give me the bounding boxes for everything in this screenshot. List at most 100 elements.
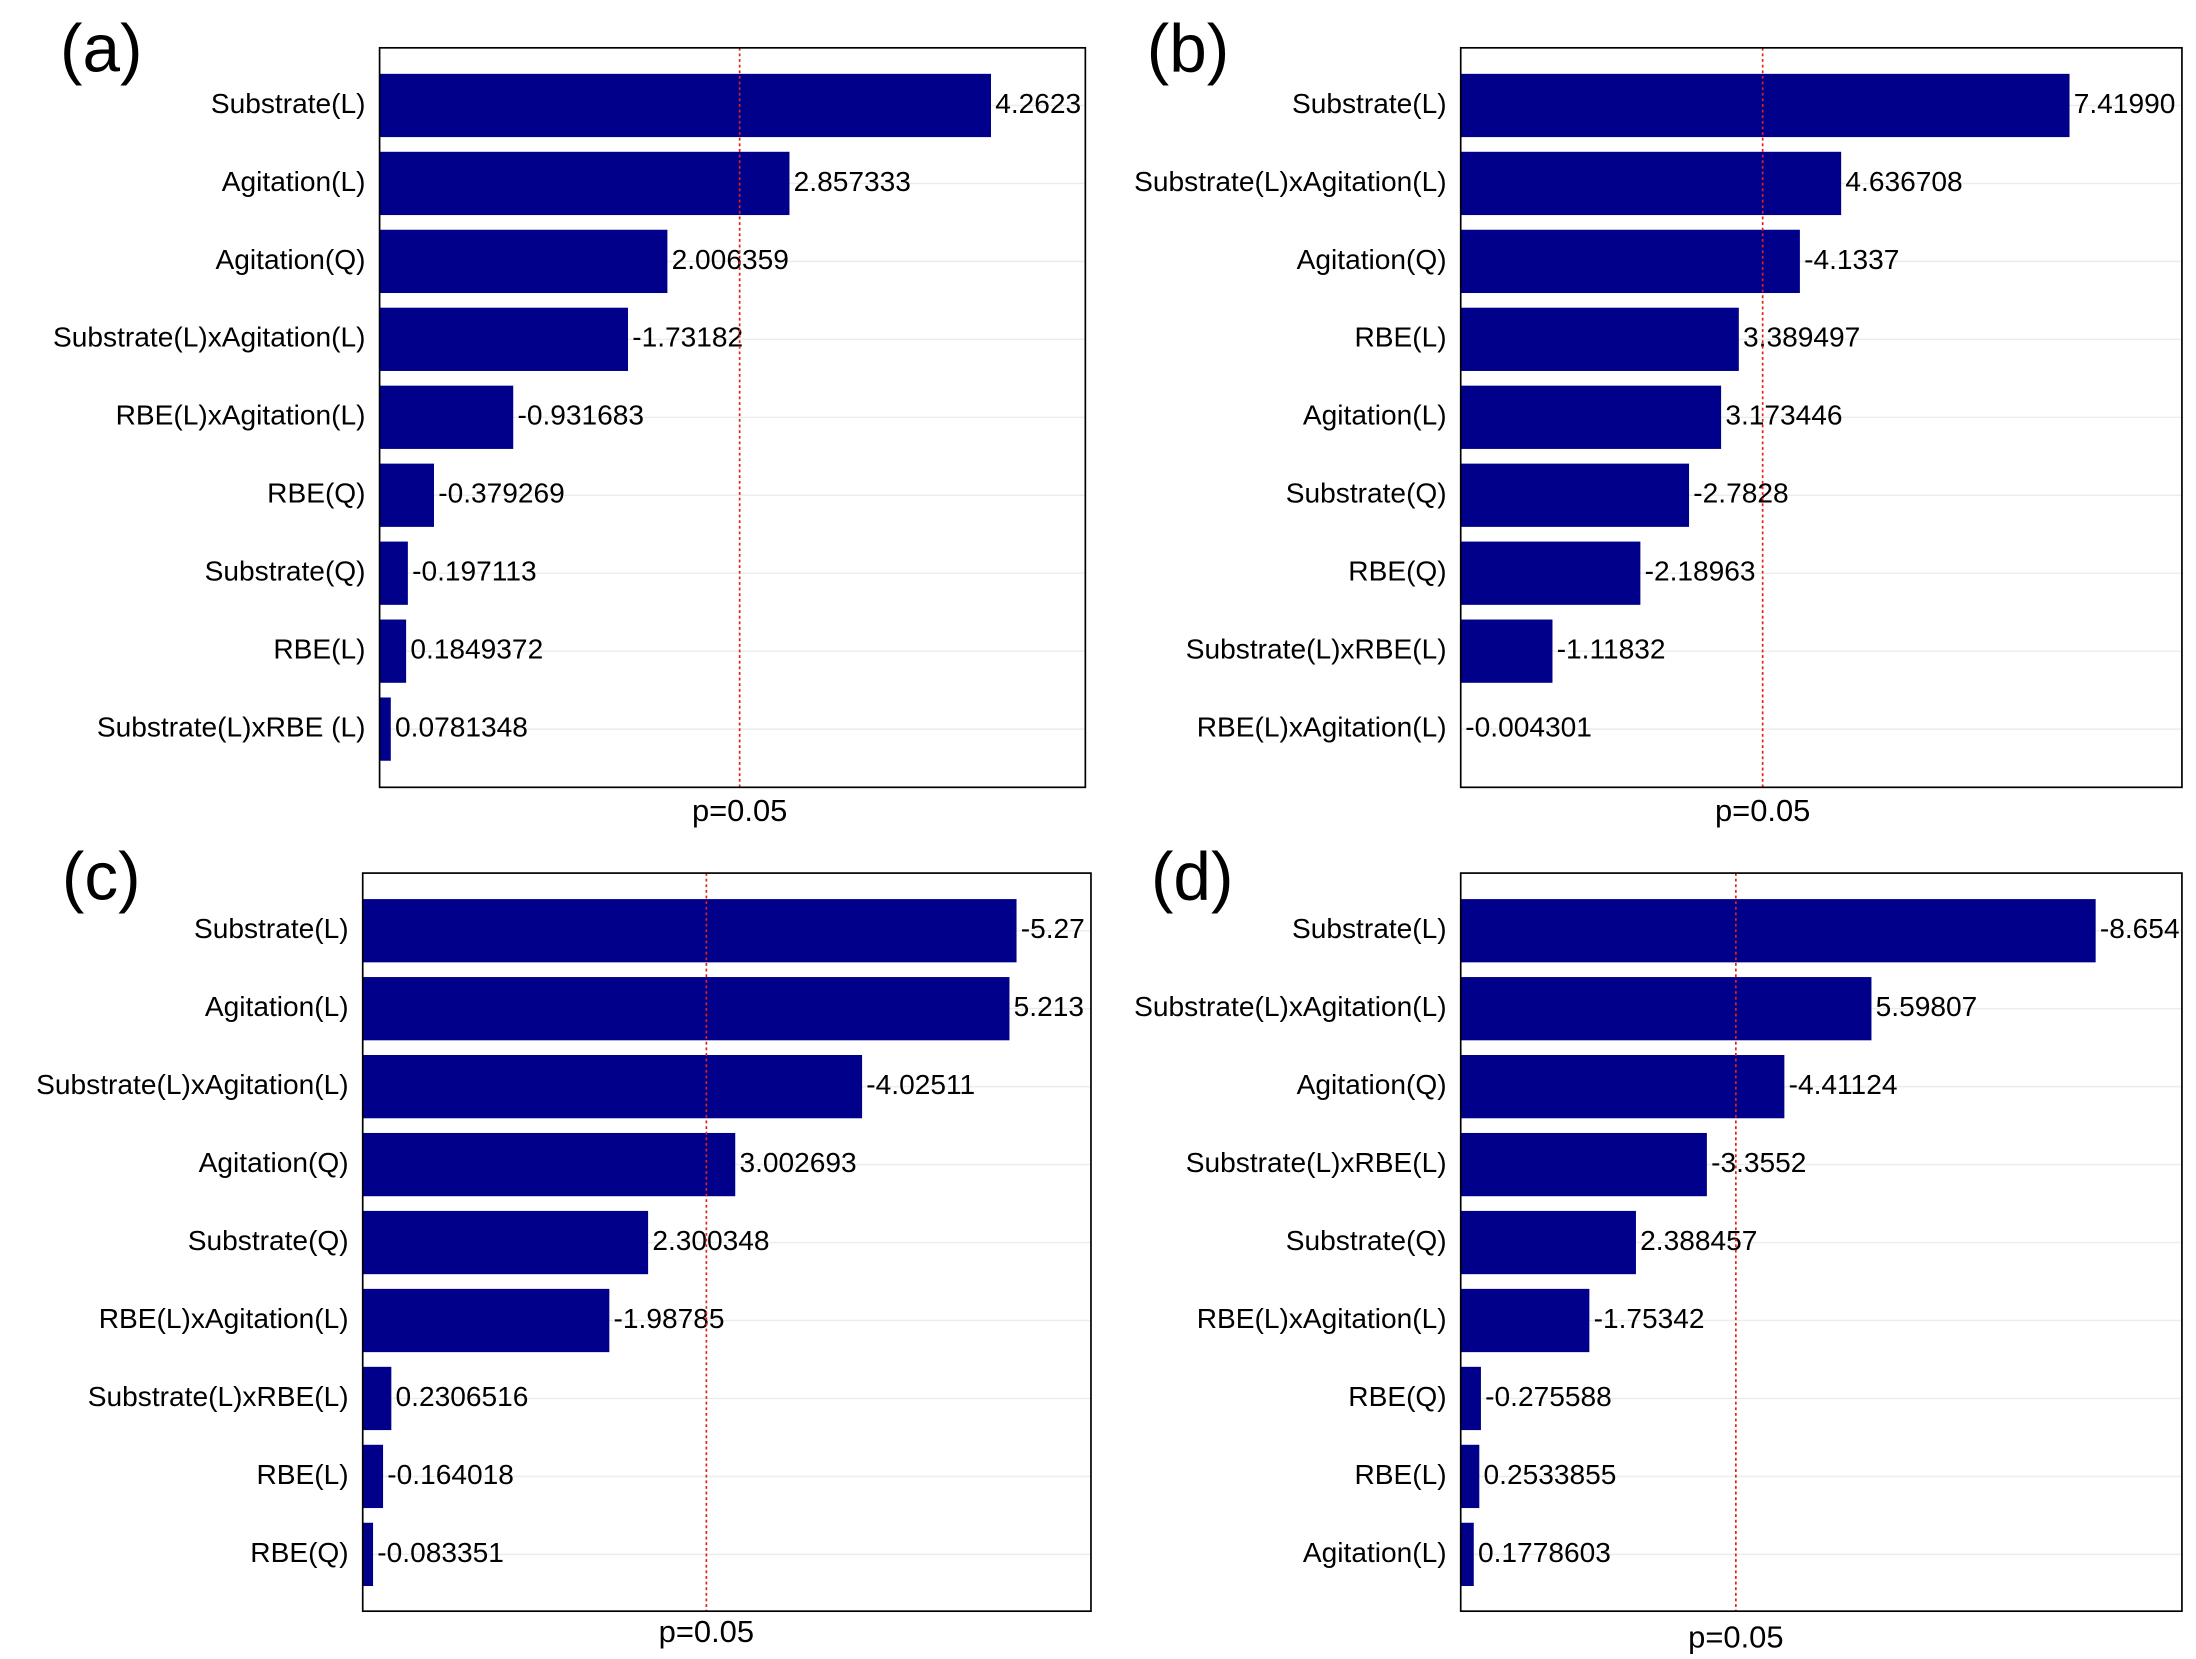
category-label: RBE(L)xAgitation(L) [99, 1303, 349, 1334]
bar [1460, 1366, 1481, 1431]
value-label: -0.004301 [1465, 712, 1592, 743]
category-label: Agitation(Q) [216, 244, 366, 275]
reference-label: p=0.05 [692, 793, 787, 828]
category-label: Substrate(L) [1292, 913, 1447, 944]
value-label: 0.2533855 [1484, 1459, 1617, 1490]
category-label: Substrate(L) [1292, 88, 1447, 119]
bar [379, 619, 407, 683]
value-label: 2.006359 [672, 244, 789, 275]
value-label: 4.636708 [1845, 166, 1962, 197]
bar [1460, 541, 1641, 605]
value-label: -0.379269 [438, 478, 565, 509]
value-label: 0.0781348 [395, 712, 528, 743]
category-label: Substrate(Q) [1286, 478, 1447, 509]
value-label: -4.41124 [1789, 1069, 1898, 1100]
value-label: -4.02511 [866, 1069, 975, 1100]
category-label: RBE(L) [1355, 1459, 1447, 1490]
value-label: -0.931683 [517, 400, 644, 431]
category-label: RBE(L) [257, 1459, 349, 1490]
value-label: -5.27 [1021, 913, 1085, 944]
bar [379, 541, 408, 605]
value-label: -1.73182 [632, 322, 743, 353]
value-label: -0.197113 [412, 556, 537, 587]
bar [1460, 385, 1722, 449]
category-label: Substrate(Q) [205, 556, 366, 587]
bar [1460, 1288, 1590, 1353]
bar [1460, 229, 1800, 294]
value-label: -0.083351 [377, 1537, 504, 1568]
bar [362, 1444, 384, 1509]
category-label: RBE(L) [273, 634, 365, 665]
category-label: Agitation(Q) [1297, 1069, 1447, 1100]
bar [362, 1132, 736, 1197]
category-label: RBE(Q) [250, 1537, 348, 1568]
category-label: Substrate(L)xRBE(L) [88, 1381, 349, 1412]
plot-frame [1459, 872, 2183, 1613]
category-label: Agitation(L) [1303, 400, 1447, 431]
bar [379, 307, 629, 371]
category-label: RBE(L) [1355, 322, 1447, 353]
bar [1460, 1132, 1707, 1197]
bar [1460, 1444, 1480, 1509]
bar [362, 1210, 649, 1275]
value-label: -0.275588 [1485, 1381, 1612, 1412]
value-label: 2.857333 [794, 166, 911, 197]
value-label: 2.388457 [1640, 1225, 1757, 1256]
category-label: Substrate(Q) [188, 1225, 349, 1256]
value-label: -3.3552 [1711, 1147, 1806, 1178]
bar [1460, 307, 1739, 371]
bar [379, 697, 391, 761]
panel-label: (d) [1151, 839, 1233, 914]
bar [379, 463, 434, 527]
category-label: RBE(Q) [267, 478, 365, 509]
category-label: Substrate(L)xAgitation(L) [1134, 991, 1446, 1022]
bar [362, 1055, 863, 1119]
value-label: -1.75342 [1594, 1303, 1705, 1334]
category-label: Substrate(L)xRBE(L) [1186, 634, 1447, 665]
category-label: RBE(Q) [1348, 556, 1446, 587]
category-label: Substrate(L)xRBE(L) [1186, 1147, 1447, 1178]
category-label: RBE(Q) [1348, 1381, 1446, 1412]
value-label: -1.11832 [1557, 634, 1666, 665]
value-label: 2.300348 [652, 1225, 769, 1256]
category-label: Substrate(L) [194, 913, 349, 944]
category-label: RBE(L)xAgitation(L) [1197, 1303, 1447, 1334]
bar [362, 1366, 392, 1431]
category-label: Substrate(L)xRBE (L) [97, 712, 366, 743]
value-label: 5.213 [1014, 991, 1084, 1022]
value-label: 0.1849372 [410, 634, 543, 665]
value-label: -0.164018 [387, 1459, 514, 1490]
category-label: Agitation(L) [205, 991, 349, 1022]
bar [379, 385, 514, 449]
panel-label: (b) [1147, 11, 1229, 86]
bar [379, 151, 790, 216]
category-label: Substrate(L)xAgitation(L) [1134, 166, 1446, 197]
category-label: Substrate(L) [211, 88, 366, 119]
category-label: RBE(L)xAgitation(L) [1197, 712, 1447, 743]
reference-label: p=0.05 [1688, 1619, 1783, 1654]
value-label: 4.2623 [995, 88, 1081, 119]
bar [362, 977, 1010, 1041]
bar [362, 899, 1017, 963]
bar [1460, 1522, 1474, 1587]
value-label: 3.173446 [1725, 400, 1842, 431]
category-label: Substrate(Q) [1286, 1225, 1447, 1256]
bar [1460, 1210, 1636, 1275]
bar [1460, 1055, 1785, 1119]
bar [362, 1522, 374, 1587]
plot-frame [361, 872, 1092, 1613]
category-label: Agitation(Q) [1297, 244, 1447, 275]
bar [379, 73, 992, 138]
bar [379, 229, 668, 294]
value-label: 3.389497 [1743, 322, 1860, 353]
category-label: RBE(L)xAgitation(L) [116, 400, 366, 431]
value-label: 0.1778603 [1478, 1537, 1611, 1568]
category-label: Substrate(L)xAgitation(L) [53, 322, 365, 353]
value-label: 5.59807 [1876, 991, 1978, 1022]
bar [1460, 977, 1872, 1041]
bar [1460, 73, 2070, 138]
bar [1460, 899, 2096, 963]
panel-label: (a) [60, 11, 142, 86]
